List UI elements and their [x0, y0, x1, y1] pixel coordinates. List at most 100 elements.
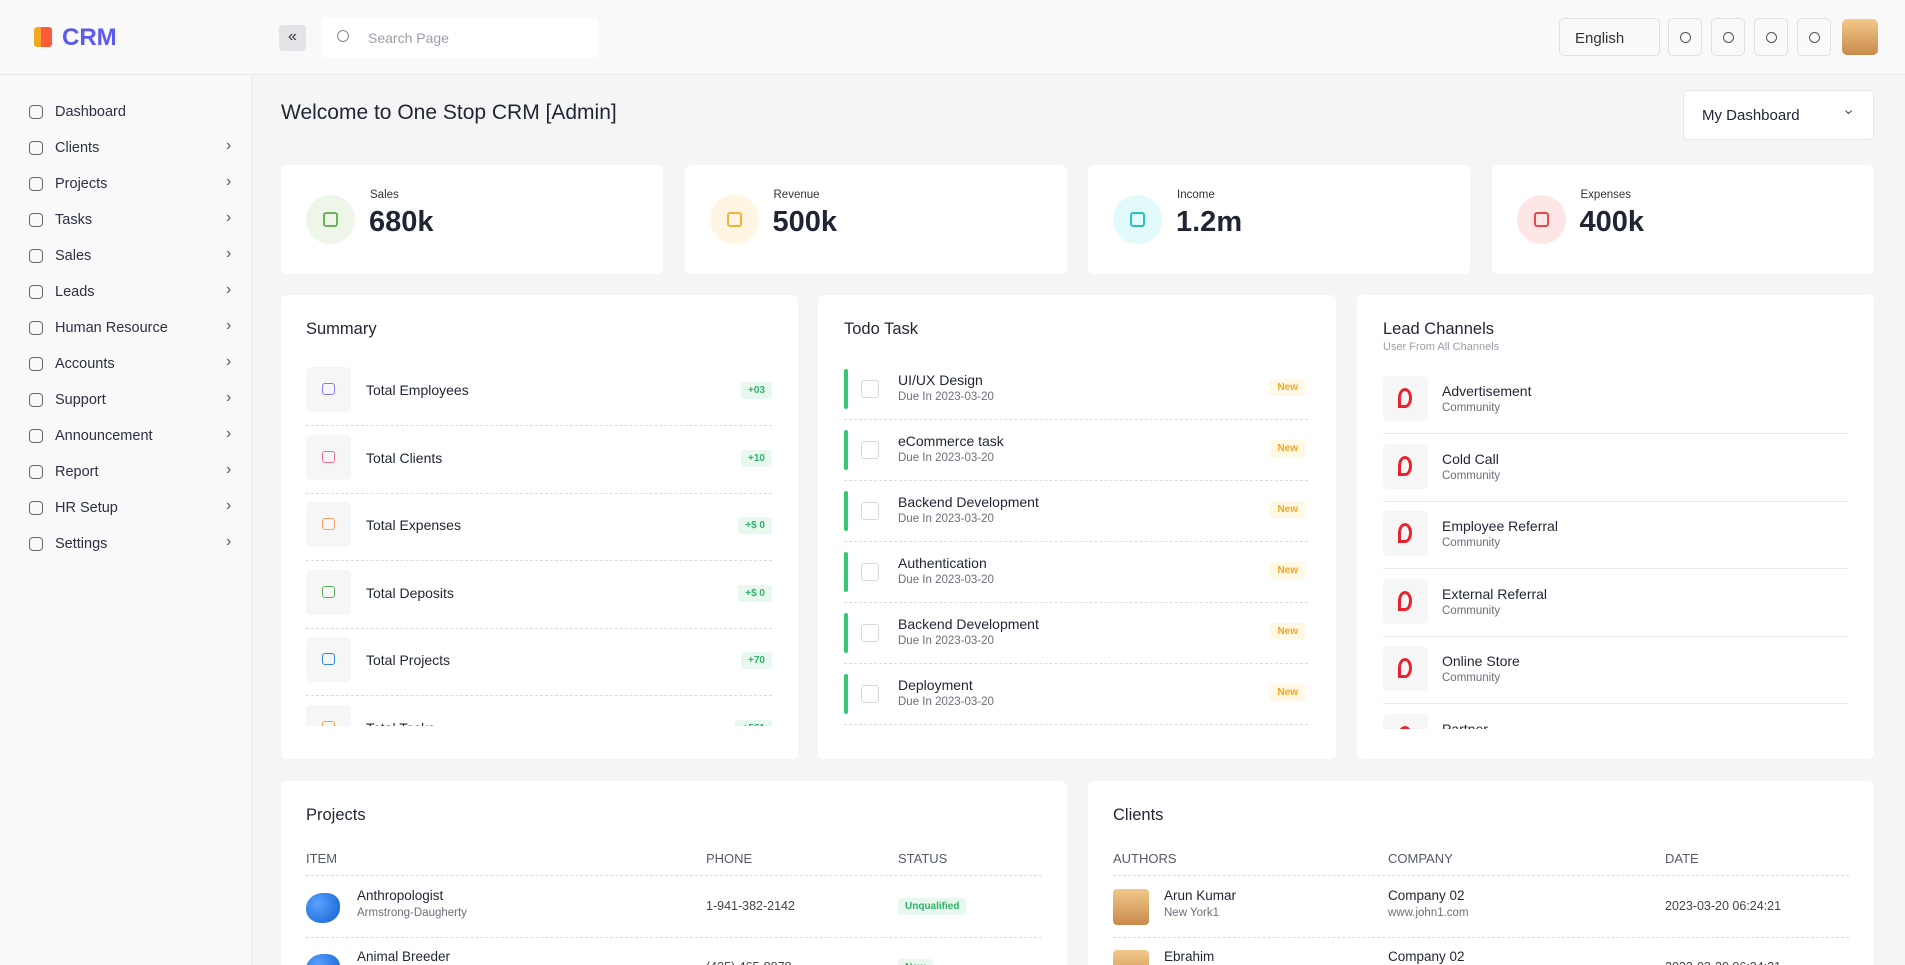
- todo-checkbox[interactable]: [861, 441, 879, 459]
- summary-item: Total Projects+70: [306, 629, 772, 696]
- todo-title: Authentication: [898, 555, 987, 571]
- chevron: ›: [226, 353, 231, 371]
- todo-checkbox[interactable]: [861, 380, 879, 398]
- summary-badge: +$ 0: [738, 585, 772, 602]
- lead-name: Partner: [1442, 721, 1488, 730]
- client-avatar: [1113, 889, 1149, 925]
- sidebar-item[interactable]: Accounts›: [0, 350, 252, 380]
- todo-checkbox[interactable]: [861, 685, 879, 703]
- sidebar-icon: [29, 177, 43, 191]
- summary-badge: +03: [741, 382, 772, 399]
- todo-item: Backend DevelopmentDue In 2023-03-20New: [844, 481, 1308, 542]
- sidebar-label: Human Resource: [55, 320, 168, 336]
- chevron: ›: [226, 281, 231, 299]
- stat-card: Expenses400k: [1492, 165, 1874, 274]
- sidebar-item[interactable]: Sales›: [0, 242, 252, 272]
- search-box[interactable]: Search Page: [321, 17, 598, 58]
- sidebar-label: Dashboard: [55, 104, 126, 120]
- sidebar-label: Report: [55, 464, 99, 480]
- header-icon-button[interactable]: [1797, 18, 1831, 56]
- header-icon-button[interactable]: [1711, 18, 1745, 56]
- table-row: EbrahimNew York1Company 02www.john1.com2…: [1113, 938, 1849, 965]
- icon: [1723, 32, 1734, 43]
- sidebar-label: Leads: [55, 284, 95, 300]
- summary-icon-glyph: [322, 518, 335, 530]
- sidebar: DashboardClients›Projects›Tasks›Sales›Le…: [0, 75, 252, 965]
- panel: SummaryTotal Employees+03Total Clients+1…: [281, 295, 798, 759]
- todo-checkbox[interactable]: [861, 502, 879, 520]
- dashboard-select[interactable]: My Dashboard ›: [1683, 90, 1874, 140]
- sidebar-item[interactable]: Tasks›: [0, 206, 252, 236]
- stat-value: 680k: [369, 206, 434, 239]
- todo-bar: [844, 613, 848, 653]
- sidebar-item[interactable]: Report›: [0, 458, 252, 488]
- sidebar-icon: [29, 393, 43, 407]
- sidebar-item[interactable]: HR Setup›: [0, 494, 252, 524]
- todo-title: Backend Development: [898, 494, 1039, 510]
- stat-value: 1.2m: [1176, 206, 1242, 239]
- sidebar-item[interactable]: Projects›: [0, 170, 252, 200]
- panel: Todo TaskUI/UX DesignDue In 2023-03-20Ne…: [818, 295, 1336, 759]
- project-icon: [306, 893, 340, 923]
- sidebar-item[interactable]: Clients›: [0, 134, 252, 164]
- todo-bar: [844, 369, 848, 409]
- summary-badge: +$ 0: [738, 517, 772, 534]
- todo-item: DeploymentDue In 2023-03-20New: [844, 664, 1308, 725]
- todo-checkbox[interactable]: [861, 563, 879, 581]
- todo-due: Due In 2023-03-20: [898, 696, 994, 708]
- stat-label: Sales: [370, 189, 399, 201]
- todo-title: Backend Development: [898, 616, 1039, 632]
- chevron: ›: [1840, 109, 1858, 114]
- sidebar-item[interactable]: Settings›: [0, 530, 252, 560]
- sidebar-item[interactable]: Announcement›: [0, 422, 252, 452]
- lead-name: Cold Call: [1442, 451, 1499, 467]
- sidebar-item[interactable]: Dashboard: [0, 98, 252, 128]
- table-row: Arun KumarNew York1Company 02www.john1.c…: [1113, 877, 1849, 938]
- stat-card: Revenue500k: [685, 165, 1067, 274]
- sidebar-item[interactable]: Support›: [0, 386, 252, 416]
- lead-name: Employee Referral: [1442, 518, 1558, 534]
- lead-type: Community: [1442, 470, 1500, 482]
- project-company: Armstrong-Daugherty: [357, 907, 467, 919]
- summary-icon-glyph: [322, 586, 335, 598]
- user-avatar[interactable]: [1842, 19, 1878, 55]
- client-name: Arun Kumar: [1164, 888, 1236, 903]
- sidebar-item[interactable]: Human Resource›: [0, 314, 252, 344]
- sidebar-label: Clients: [55, 140, 99, 156]
- header-icon-button[interactable]: [1754, 18, 1788, 56]
- logo-text[interactable]: CRM: [62, 24, 117, 52]
- summary-label: Total Projects: [366, 652, 450, 668]
- sidebar-icon: [29, 285, 43, 299]
- column-header: STATUS: [898, 851, 947, 866]
- column-header: ITEM: [306, 851, 337, 866]
- search-icon: [337, 30, 349, 42]
- todo-item: eCommerce taskDue In 2023-03-20New: [844, 420, 1308, 481]
- panel-title: Lead Channels: [1383, 320, 1494, 339]
- sidebar-icon: [29, 321, 43, 335]
- chevron: ›: [226, 425, 231, 443]
- collapse-button[interactable]: «: [279, 25, 306, 51]
- todo-title: UI/UX Design: [898, 372, 983, 388]
- column-header: COMPANY: [1388, 851, 1453, 866]
- lead-type: Community: [1442, 402, 1500, 414]
- todo-title: Deployment: [898, 677, 973, 693]
- project-icon: [306, 954, 340, 965]
- header-icon-button[interactable]: [1668, 18, 1702, 56]
- lead-name: Advertisement: [1442, 383, 1531, 399]
- panel-title: Projects: [306, 806, 366, 825]
- todo-due: Due In 2023-03-20: [898, 513, 994, 525]
- stat-icon-glyph: [323, 212, 338, 227]
- sidebar-icon: [29, 429, 43, 443]
- client-date: 2023-03-20 06:24:21: [1665, 960, 1781, 965]
- todo-due: Due In 2023-03-20: [898, 452, 994, 464]
- sidebar-item[interactable]: Leads ›: [0, 278, 252, 308]
- todo-checkbox[interactable]: [861, 624, 879, 642]
- todo-item: AuthenticationDue In 2023-03-20New: [844, 542, 1308, 603]
- todo-item: Backend DevelopmentDue In 2023-03-20New: [844, 603, 1308, 664]
- panel-title: Todo Task: [844, 320, 918, 339]
- column-header: AUTHORS: [1113, 851, 1177, 866]
- chevron: ›: [226, 389, 231, 407]
- dashboard-select-label: My Dashboard: [1702, 107, 1800, 124]
- language-select[interactable]: English: [1559, 18, 1660, 56]
- language-label: English: [1575, 30, 1624, 47]
